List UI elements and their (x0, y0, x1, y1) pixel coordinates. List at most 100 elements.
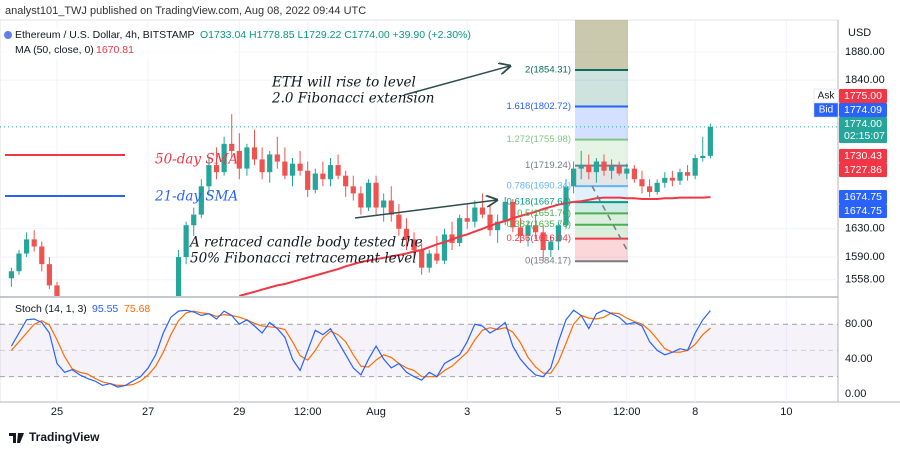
candle-body (555, 225, 562, 242)
tv-logo (9, 433, 24, 443)
y-tick-label: 40.00 (845, 353, 873, 365)
candle-body (343, 175, 349, 187)
candle-body (206, 165, 212, 187)
candle-body (601, 161, 607, 171)
candle-body (259, 159, 265, 173)
candle-body (624, 168, 630, 174)
candle-body (373, 182, 379, 208)
candle-body (677, 172, 683, 181)
candle-body (251, 147, 258, 160)
candle-body (312, 173, 318, 190)
x-tick-label: 27 (142, 406, 154, 418)
price-badge (839, 117, 887, 143)
candle-body (388, 200, 394, 215)
footer-brand: TradingView (29, 430, 100, 444)
candle-body (39, 246, 45, 265)
candle-body (305, 170, 311, 190)
price-badge-text: 1774.09 (844, 104, 882, 116)
currency: USD (848, 27, 871, 39)
candle-body (8, 271, 14, 279)
candle-body (54, 285, 60, 296)
fib-label: 0.236(1616.04) (507, 233, 571, 244)
candle-body (403, 228, 410, 240)
annotation: 2.0 Fibonacci extension (271, 91, 434, 107)
candle-body (426, 253, 432, 268)
candle-body (244, 147, 250, 169)
annotation: 50% Fibonacci retracement level (190, 251, 417, 267)
candle-body (267, 154, 273, 173)
price-badge-text: 1775.00 (844, 90, 882, 102)
candle-body (282, 161, 288, 176)
x-tick-label: 12:00 (294, 406, 322, 418)
candle-body (563, 186, 569, 226)
candle-body (191, 214, 197, 226)
candle-body (593, 161, 600, 173)
candle-body (525, 225, 531, 236)
candle-body (608, 166, 615, 171)
candle-body (335, 165, 341, 176)
candle-body (229, 143, 235, 151)
badge-tag-text: Bid (819, 105, 833, 116)
candle-body (510, 201, 516, 228)
x-tick-label: 25 (51, 406, 63, 418)
candle-body (479, 207, 486, 215)
candle-body (464, 218, 470, 222)
fib-band (575, 106, 628, 140)
arrow (354, 200, 497, 219)
stoch-band (0, 324, 838, 377)
stoch-pane (0, 298, 838, 402)
annotation: ETH will rise to level (271, 75, 416, 91)
x-tick-label: 10 (780, 406, 792, 418)
candle-body (639, 179, 645, 187)
y-tick-label: 1590.00 (845, 251, 885, 263)
candle-body (654, 182, 660, 192)
annotation: 21-day SMA (154, 189, 238, 205)
ma-legend-value: 1670.81 (96, 44, 134, 56)
fib-band (575, 213, 628, 225)
candle-body (175, 257, 182, 296)
candle-body (700, 155, 706, 158)
candle-body (457, 218, 463, 243)
symbol-icon (4, 31, 12, 39)
price-badge-text: 1727.86 (844, 164, 882, 176)
candle-body (548, 241, 554, 250)
candle-body (578, 165, 584, 169)
price-badge-time: 02:15:07 (844, 130, 885, 142)
candle-body (289, 163, 296, 176)
ma-line (239, 196, 711, 296)
candle-body (662, 177, 668, 183)
fib-label: 1.272(1755.98) (507, 134, 571, 145)
fib-label: 1.618(1802.72) (507, 101, 571, 112)
main-pane (0, 20, 838, 296)
fib-label: 0(1584.17) (525, 256, 571, 267)
candle-body (692, 158, 698, 176)
annotation: A retraced candle body tested the (188, 235, 423, 251)
price-badge-text: 1774.00 (844, 118, 882, 130)
candle-body (571, 168, 577, 187)
badge-tag-text: Ask (818, 91, 836, 102)
symbol: Ethereum / U.S. Dollar, 4h, BITSTAMP (15, 29, 195, 41)
candle-body (213, 165, 220, 173)
fib-label: 0.786(1690.34) (507, 181, 571, 192)
ohlc: O1733.04 H1778.85 L1729.22 C1774.00 +39.… (200, 29, 471, 41)
candle-body (472, 207, 478, 222)
fib-label: 0.5(1651.70) (517, 208, 571, 219)
fib-label: 2(1854.31) (525, 65, 571, 76)
overlay: 50-day SMA 21-day SMA ETH will rise to l… (5, 65, 628, 267)
price-badge-text: 1674.75 (844, 205, 882, 217)
x-tick-label: 12:00 (613, 406, 641, 418)
stoch-line (10, 309, 711, 388)
price-badge-text: 1730.43 (844, 150, 882, 162)
candle-body (669, 177, 675, 181)
ma-legend: MA (50, close, 0) (15, 44, 94, 56)
y-tick-label: 0.00 (845, 388, 866, 400)
candle-body (327, 165, 334, 180)
candle-body (320, 173, 326, 180)
candle-body (358, 193, 364, 208)
published-line: analyst101_TWJ published on TradingView.… (5, 5, 366, 17)
candle-body (396, 214, 402, 229)
annotation: 50-day SMA (155, 152, 238, 168)
badge-tag (813, 102, 839, 118)
